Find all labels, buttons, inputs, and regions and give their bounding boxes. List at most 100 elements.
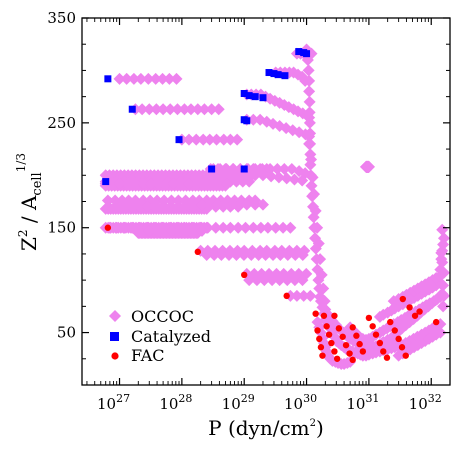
catalyzed-point bbox=[102, 178, 110, 186]
occoc-point bbox=[278, 162, 291, 175]
occoc-point bbox=[274, 248, 287, 261]
occoc-point bbox=[164, 103, 177, 116]
fac-point bbox=[402, 352, 409, 359]
occoc-point bbox=[273, 274, 286, 287]
fac-point bbox=[316, 335, 323, 343]
occoc-point bbox=[305, 153, 318, 166]
occoc-point bbox=[290, 289, 303, 302]
occoc-point bbox=[182, 133, 195, 146]
occoc-point bbox=[171, 200, 184, 213]
occoc-point bbox=[311, 221, 324, 234]
occoc-point bbox=[218, 198, 231, 211]
occoc-point bbox=[296, 248, 309, 261]
occoc-point bbox=[224, 221, 237, 234]
occoc-point bbox=[167, 177, 180, 190]
x-tick-label: 1031 bbox=[346, 392, 379, 413]
fac-point bbox=[323, 323, 330, 330]
catalyzed-point bbox=[281, 72, 289, 80]
occoc-point bbox=[150, 103, 163, 116]
occoc-point bbox=[303, 106, 316, 119]
occoc-point bbox=[245, 248, 258, 261]
occoc-point bbox=[437, 300, 450, 313]
occoc-point bbox=[158, 224, 171, 237]
occoc-point bbox=[160, 177, 173, 190]
occoc-point bbox=[264, 162, 277, 175]
y-tick-label: 50 bbox=[57, 324, 76, 342]
occoc-point bbox=[170, 72, 183, 85]
occoc-point bbox=[209, 221, 222, 234]
fac-point bbox=[383, 354, 391, 361]
catalyzed-point bbox=[240, 89, 248, 97]
fac-point bbox=[319, 352, 326, 359]
occoc-point bbox=[118, 221, 131, 234]
occoc-point bbox=[281, 274, 294, 287]
fac-point bbox=[312, 310, 319, 317]
occoc-point bbox=[145, 177, 158, 190]
legend-marker-catalyzed bbox=[110, 332, 119, 341]
occoc-point bbox=[230, 248, 243, 261]
occoc-point bbox=[110, 200, 123, 213]
occoc-point bbox=[304, 289, 317, 302]
occoc-point bbox=[256, 198, 269, 211]
occoc-point bbox=[166, 224, 179, 237]
catalyzed-point bbox=[243, 117, 251, 125]
occoc-point bbox=[126, 221, 139, 234]
catalyzed-point bbox=[175, 136, 183, 144]
fac-point bbox=[406, 304, 413, 311]
y-tick-label: 150 bbox=[47, 219, 76, 237]
occoc-point bbox=[203, 198, 216, 211]
fac-point bbox=[398, 344, 406, 351]
occoc-point bbox=[437, 232, 450, 245]
x-tick-label: 1030 bbox=[284, 392, 317, 413]
occoc-point bbox=[288, 274, 301, 287]
x-tick-label: 1029 bbox=[222, 392, 255, 413]
occoc-point bbox=[156, 200, 169, 213]
occoc-point bbox=[436, 223, 449, 236]
occoc-point bbox=[195, 198, 208, 211]
occoc-point bbox=[221, 177, 234, 190]
occoc-point bbox=[163, 72, 176, 85]
occoc-point bbox=[317, 282, 330, 295]
fac-point bbox=[376, 339, 384, 347]
legend: OCCOC Catalyzed FAC bbox=[109, 307, 211, 365]
occoc-point bbox=[226, 162, 239, 175]
occoc-point bbox=[152, 177, 165, 190]
occoc-point bbox=[156, 72, 169, 85]
occoc-point bbox=[247, 221, 260, 234]
fac-point bbox=[325, 331, 333, 338]
fac-point bbox=[432, 318, 440, 326]
occoc-point bbox=[164, 200, 177, 213]
occoc-point bbox=[175, 177, 188, 190]
occoc-point bbox=[217, 221, 230, 234]
occoc-point bbox=[195, 224, 208, 237]
occoc-point bbox=[267, 248, 280, 261]
fac-point bbox=[283, 292, 290, 300]
catalyzed-point bbox=[104, 75, 112, 83]
catalyzed-point bbox=[270, 70, 278, 78]
fac-point bbox=[387, 318, 394, 326]
occoc-point bbox=[437, 266, 450, 279]
occoc-point bbox=[126, 200, 139, 213]
occoc-point bbox=[261, 221, 274, 234]
occoc-point bbox=[205, 103, 218, 116]
occoc-point bbox=[222, 248, 235, 261]
catalyzed-point bbox=[251, 93, 259, 101]
y-axis-title-sub: cell bbox=[30, 172, 45, 195]
fac-point bbox=[356, 340, 363, 348]
occoc-point bbox=[436, 256, 449, 269]
catalyzed-point bbox=[274, 71, 282, 79]
fac-point bbox=[331, 348, 338, 355]
y-tick-label: 250 bbox=[47, 114, 76, 132]
occoc-point bbox=[157, 103, 170, 116]
y-axis-title-mid: / A bbox=[17, 195, 41, 229]
legend-label-fac: FAC bbox=[131, 346, 165, 365]
occoc-point bbox=[149, 72, 162, 85]
y-axis-title-sup: 2 bbox=[16, 229, 30, 237]
catalyzed-point bbox=[265, 69, 273, 77]
occoc-point bbox=[133, 200, 146, 213]
occoc-point bbox=[210, 133, 223, 146]
occoc-point bbox=[237, 248, 250, 261]
occoc-point bbox=[281, 248, 294, 261]
fac-point bbox=[359, 348, 367, 355]
occoc-point bbox=[224, 133, 237, 146]
